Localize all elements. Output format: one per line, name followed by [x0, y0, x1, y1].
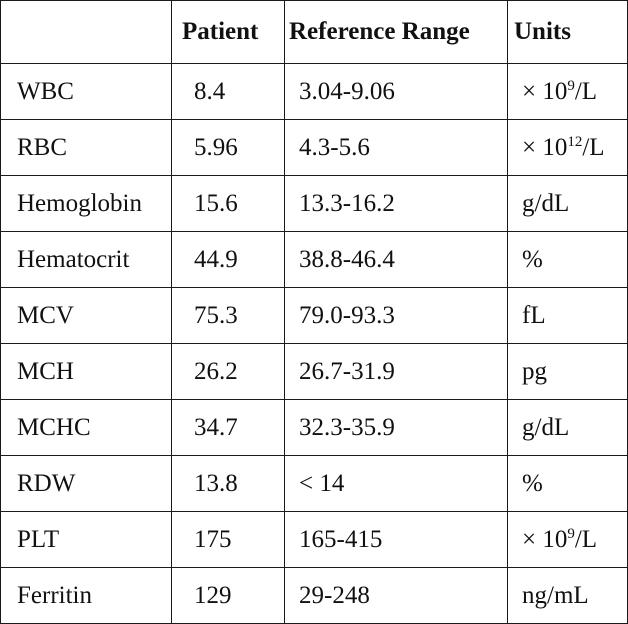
unit-text: × 10: [522, 77, 568, 105]
analyte-cell: MCV: [0, 287, 172, 344]
reference-range-cell: 26.7-31.9: [284, 343, 508, 400]
reference-range-cell: 165-415: [284, 511, 508, 568]
patient-value-cell: 175: [171, 511, 285, 568]
reference-range-cell: 4.3-5.6: [284, 119, 508, 176]
unit-exponent: 12: [567, 133, 583, 150]
table-row: MCHC 34.7 32.3-35.9 g/dL: [0, 399, 628, 456]
table-body: WBC 8.4 3.04-9.06 × 109/L RBC 5.96 4.3-5.6 × 10…: [0, 63, 628, 624]
header-reference-range: Reference Range: [284, 0, 508, 64]
patient-value-cell: 129: [171, 567, 285, 624]
table-row: MCV 75.3 79.0-93.3 fL: [0, 287, 628, 344]
reference-range-cell: 29-248: [284, 567, 508, 624]
analyte-cell: RDW: [0, 455, 172, 512]
units-cell: fL: [507, 287, 628, 344]
header-units: Units: [507, 0, 628, 64]
unit-text: × 10: [522, 525, 568, 553]
patient-value-cell: 34.7: [171, 399, 285, 456]
unit-exponent: 9: [567, 525, 575, 542]
unit-text: ng/mL: [522, 581, 589, 609]
units-cell: ng/mL: [507, 567, 628, 624]
reference-range-cell: 13.3-16.2: [284, 175, 508, 232]
table-row: WBC 8.4 3.04-9.06 × 109/L: [0, 63, 628, 120]
reference-range-cell: 79.0-93.3: [284, 287, 508, 344]
patient-value-cell: 75.3: [171, 287, 285, 344]
unit-suffix: /L: [582, 133, 605, 161]
unit-text: %: [522, 245, 543, 273]
patient-value-cell: 8.4: [171, 63, 285, 120]
header-patient: Patient: [171, 0, 285, 64]
header-analyte: [0, 0, 172, 64]
table-row: RDW 13.8 < 14%: [0, 455, 628, 512]
units-cell: g/dL: [507, 399, 628, 456]
patient-value-cell: 44.9: [171, 231, 285, 288]
units-cell: %: [507, 455, 628, 512]
table-row: MCH 26.2 26.7-31.9 pg: [0, 343, 628, 400]
analyte-cell: PLT: [0, 511, 172, 568]
reference-range-cell: 3.04-9.06: [284, 63, 508, 120]
table-row: Ferritin 129 29-248 ng/mL: [0, 567, 628, 624]
unit-suffix: /L: [574, 525, 598, 553]
unit-text: %: [522, 469, 543, 497]
units-cell: g/dL: [507, 175, 628, 232]
analyte-cell: Hematocrit: [0, 231, 172, 288]
units-cell: pg: [507, 343, 628, 400]
reference-range-cell: 38.8-46.4: [284, 231, 508, 288]
unit-exponent: 9: [567, 77, 575, 94]
table-row: PLT 175 165-415 × 109/L: [0, 511, 628, 568]
analyte-cell: Ferritin: [0, 567, 172, 624]
unit-text: g/dL: [522, 189, 570, 217]
reference-range-cell: < 14: [284, 455, 508, 512]
units-cell: × 1012/L: [507, 119, 628, 176]
analyte-cell: Hemoglobin: [0, 175, 172, 232]
reference-range-cell: 32.3-35.9: [284, 399, 508, 456]
unit-text: pg: [522, 357, 547, 385]
analyte-cell: RBC: [0, 119, 172, 176]
analyte-cell: MCH: [0, 343, 172, 400]
unit-text: fL: [522, 301, 546, 329]
patient-value-cell: 5.96: [171, 119, 285, 176]
units-cell: × 109/L: [507, 63, 628, 120]
unit-text: g/dL: [522, 413, 570, 441]
header-row: Patient Reference Range Units: [0, 0, 628, 64]
units-cell: %: [507, 231, 628, 288]
units-cell: × 109/L: [507, 511, 628, 568]
table-row: Hematocrit 44.9 38.8-46.4%: [0, 231, 628, 288]
patient-value-cell: 13.8: [171, 455, 285, 512]
analyte-cell: WBC: [0, 63, 172, 120]
analyte-cell: MCHC: [0, 399, 172, 456]
unit-text: × 10: [522, 133, 568, 161]
table-row: Hemoglobin 15.6 13.3-16.2 g/dL: [0, 175, 628, 232]
unit-suffix: /L: [574, 77, 598, 105]
patient-value-cell: 15.6: [171, 175, 285, 232]
table-row: RBC 5.96 4.3-5.6 × 1012/L: [0, 119, 628, 176]
patient-value-cell: 26.2: [171, 343, 285, 400]
